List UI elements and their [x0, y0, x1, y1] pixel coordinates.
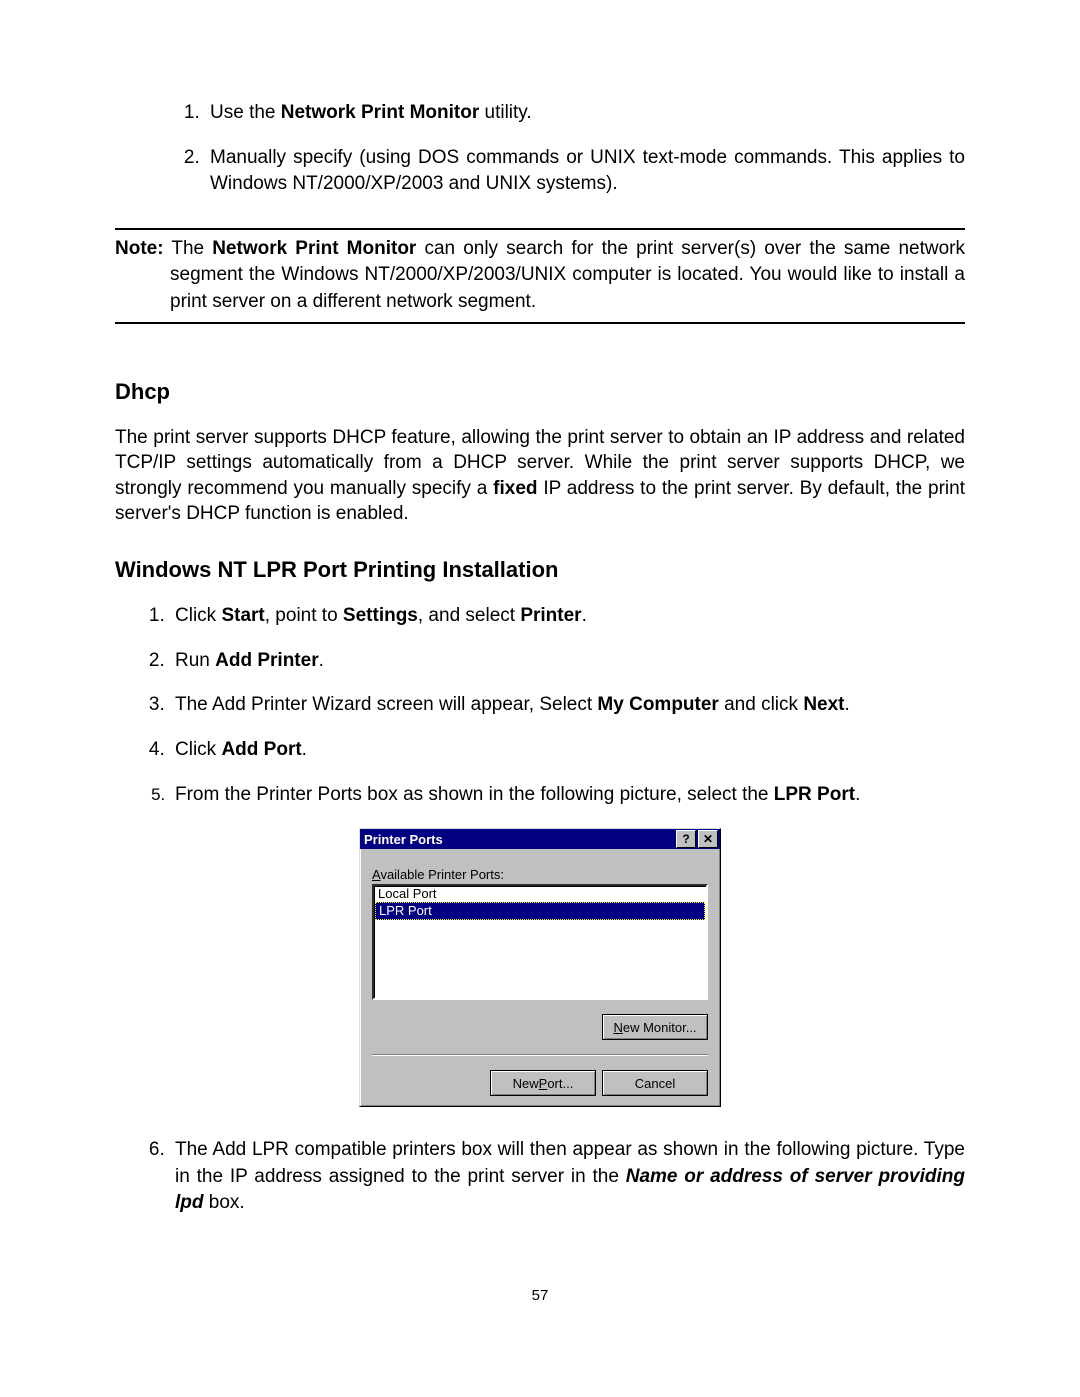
cancel-button[interactable]: Cancel [602, 1070, 708, 1096]
list-item: Use the Network Print Monitor utility. [205, 100, 965, 127]
document-page: Use the Network Print Monitor utility. M… [0, 0, 1080, 1354]
section-heading-install: Windows NT LPR Port Printing Installatio… [115, 557, 965, 583]
close-icon[interactable]: ✕ [698, 830, 718, 848]
list-item-local-port[interactable]: Local Port [374, 886, 706, 902]
list-item: Manually specify (using DOS commands or … [205, 145, 965, 198]
listbox-label: Available Printer Ports: [372, 867, 708, 882]
list-item: The Add LPR compatible printers box will… [170, 1137, 965, 1217]
text: Use the [210, 102, 281, 123]
text: Manually specify (using DOS commands or … [210, 147, 965, 195]
new-monitor-button[interactable]: New Monitor... [602, 1014, 708, 1040]
help-icon[interactable]: ? [676, 830, 696, 848]
text: utility. [479, 102, 531, 123]
dialog-body: Available Printer Ports: Local Port LPR … [360, 849, 720, 1106]
text: The [164, 238, 213, 259]
text-bold: fixed [493, 478, 537, 499]
initial-ordered-list: Use the Network Print Monitor utility. M… [115, 100, 965, 198]
new-port-button[interactable]: New Port... [490, 1070, 596, 1096]
list-item: Run Add Printer. [170, 648, 965, 675]
button-row: New Monitor... [372, 1014, 708, 1040]
text-bold: Network Print Monitor [212, 238, 416, 259]
section-heading-dhcp: Dhcp [115, 379, 965, 405]
separator [372, 1054, 708, 1056]
list-item: The Add Printer Wizard screen will appea… [170, 692, 965, 719]
list-item: From the Printer Ports box as shown in t… [170, 782, 965, 809]
note-block: Note: The Network Print Monitor can only… [115, 228, 965, 324]
list-item: Click Add Port. [170, 737, 965, 764]
list-item: Click Start, point to Settings, and sele… [170, 603, 965, 630]
dialog-titlebar: Printer Ports ? ✕ [360, 829, 720, 849]
text-bold: Network Print Monitor [281, 102, 479, 123]
dhcp-paragraph: The print server supports DHCP feature, … [115, 425, 965, 528]
page-number: 57 [115, 1287, 965, 1304]
install-steps-list-cont: The Add LPR compatible printers box will… [115, 1137, 965, 1217]
dialog-screenshot: Printer Ports ? ✕ Available Printer Port… [115, 828, 965, 1107]
dialog-title: Printer Ports [364, 832, 674, 847]
printer-ports-dialog: Printer Ports ? ✕ Available Printer Port… [359, 828, 721, 1107]
available-ports-listbox[interactable]: Local Port LPR Port [372, 884, 708, 1000]
list-item-lpr-port[interactable]: LPR Port [375, 902, 705, 920]
install-steps-list: Click Start, point to Settings, and sele… [115, 603, 965, 808]
note-label: Note: [115, 238, 164, 259]
button-row: New Port... Cancel [372, 1070, 708, 1096]
